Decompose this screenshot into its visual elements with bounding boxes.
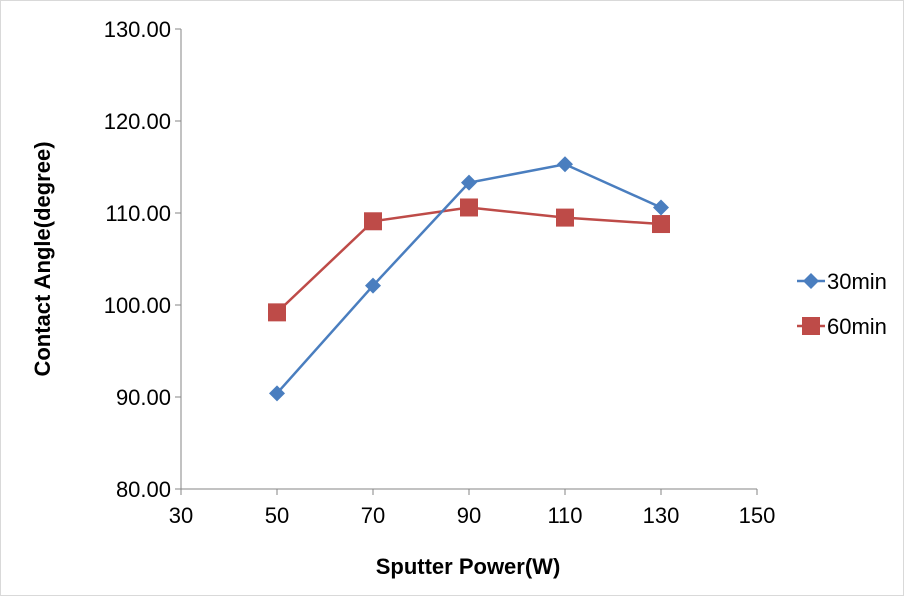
diamond-point <box>461 174 477 191</box>
x-tick-label: 150 <box>739 503 776 528</box>
square-point <box>556 208 574 227</box>
diamond-point <box>269 385 285 402</box>
legend-label: 60min <box>827 314 887 339</box>
diamond-point <box>365 277 381 294</box>
x-tick-label: 70 <box>361 503 385 528</box>
y-axis-title: Contact Angle(degree) <box>30 141 55 376</box>
x-tick-label: 110 <box>547 503 582 528</box>
square-point <box>460 198 478 217</box>
y-tick-labels: 80.00 90.00 100.00 110.00 120.00 130.00 <box>104 17 181 502</box>
series-layer <box>268 156 670 402</box>
x-tick-label: 50 <box>265 503 289 528</box>
x-tick-label: 90 <box>457 503 481 528</box>
legend-item-30min: 30min <box>797 269 887 294</box>
x-axis-title: Sputter Power(W) <box>376 554 561 579</box>
y-tick-label: 90.00 <box>116 385 171 410</box>
square-point <box>652 215 670 234</box>
x-tick-label: 30 <box>169 503 193 528</box>
diamond-point <box>557 156 573 173</box>
series-60min <box>268 198 670 322</box>
series-30min <box>269 156 669 402</box>
square-point <box>364 212 382 231</box>
legend-item-60min: 60min <box>797 314 887 339</box>
diamond-point <box>653 199 669 216</box>
y-tick-label: 120.00 <box>104 109 171 134</box>
legend-label: 30min <box>827 269 887 294</box>
x-tick-labels: 30 50 70 90 110 130 150 <box>169 489 776 528</box>
x-tick-label: 130 <box>643 503 680 528</box>
y-tick-label: 80.00 <box>116 477 171 502</box>
legend-marker <box>803 273 819 289</box>
square-point <box>268 303 286 322</box>
y-tick-label: 100.00 <box>104 293 171 318</box>
legend-marker <box>802 317 820 335</box>
y-tick-label: 110.00 <box>105 201 171 226</box>
series-line <box>276 206 662 314</box>
legend: 30min 60min <box>797 269 887 339</box>
axes <box>180 29 757 490</box>
y-tick-label: 130.00 <box>104 17 171 42</box>
